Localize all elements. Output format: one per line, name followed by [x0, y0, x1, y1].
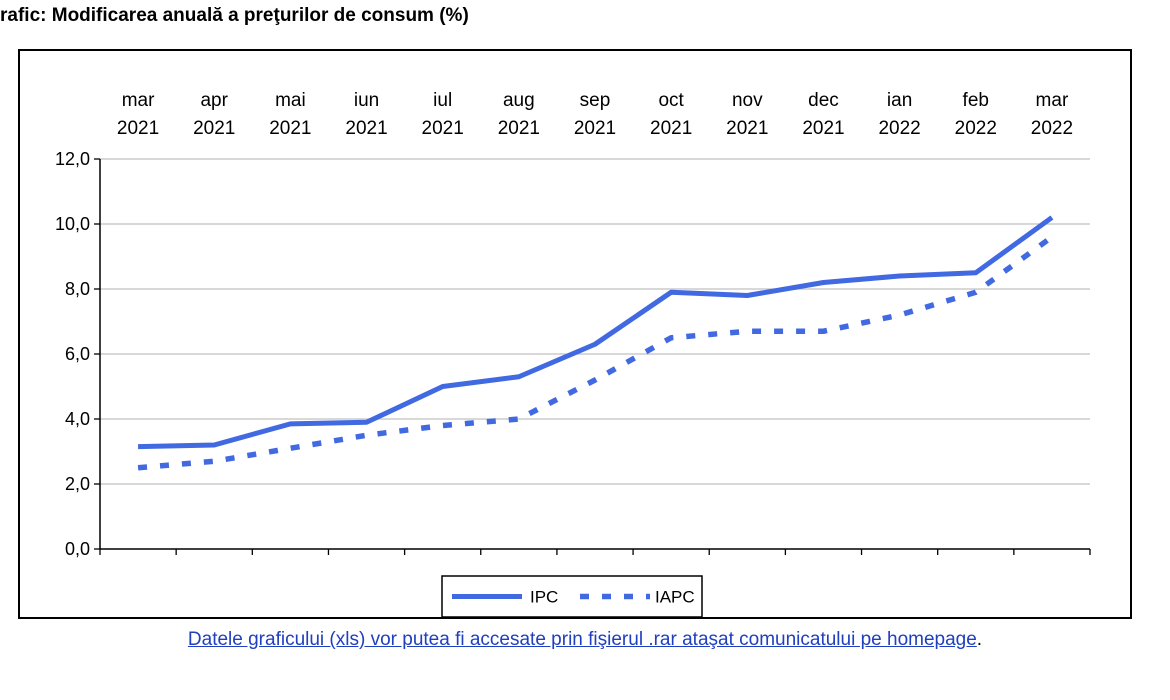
x-tick-label-month: apr	[200, 90, 228, 111]
x-tick-label-year: 2021	[726, 118, 768, 139]
x-tick-label-month: ian	[887, 90, 912, 111]
data-point-ipc	[441, 385, 445, 389]
x-tick-label-year: 2022	[955, 118, 997, 139]
data-point-ipc	[365, 420, 369, 424]
y-tick-label: 8,0	[65, 279, 90, 299]
y-tick-label: 4,0	[65, 409, 90, 429]
x-tick-label-month: feb	[963, 90, 989, 111]
data-point-iapc	[212, 459, 216, 463]
x-tick-label-year: 2021	[193, 118, 235, 139]
line-chart: 0,0 2,0 4,0 6,0 8,0 10,0 12,0 mar 2021 apr 2021 mai…	[55, 90, 1091, 617]
data-point-iapc	[136, 466, 140, 470]
footnote: Datele graficului (xls) vor putea fi acc…	[0, 629, 1170, 651]
y-tick-label: 2,0	[65, 474, 90, 494]
x-tick-label-year: 2021	[345, 118, 387, 139]
data-point-ipc	[1050, 216, 1054, 220]
y-tick-label: 0,0	[65, 539, 90, 559]
data-point-iapc	[669, 336, 673, 340]
x-tick-label-month: nov	[732, 90, 763, 111]
chart-title: rafic: Modificarea anuală a preţurilor d…	[0, 5, 469, 26]
x-tick-label-month: dec	[808, 90, 839, 111]
x-tick-label-year: 2021	[269, 118, 311, 139]
x-tick-label-month: sep	[580, 90, 611, 111]
data-point-iapc	[365, 433, 369, 437]
x-tick-label-month: mar	[122, 90, 155, 111]
data-file-link[interactable]: Datele graficului (xls) vor putea fi acc…	[187, 629, 977, 650]
x-tick-label-month: mai	[275, 90, 306, 111]
y-tick-label: 10,0	[55, 214, 90, 234]
data-point-ipc	[136, 445, 140, 449]
x-tick-label-year: 2021	[650, 118, 692, 139]
x-tick-label-year: 2021	[117, 118, 159, 139]
data-point-ipc	[288, 422, 292, 426]
data-point-iapc	[974, 290, 978, 294]
x-tick-label-year: 2022	[878, 118, 920, 139]
x-tick-label-month: iun	[354, 90, 379, 111]
data-point-ipc	[974, 271, 978, 275]
data-point-ipc	[212, 443, 216, 447]
data-point-iapc	[1050, 235, 1054, 239]
chart-frame: 0,0 2,0 4,0 6,0 8,0 10,0 12,0 mar 2021 apr 2021 mai…	[18, 49, 1132, 619]
x-tick-label-year: 2021	[574, 118, 616, 139]
x-tick-label-month: oct	[658, 90, 684, 111]
data-point-iapc	[821, 329, 825, 333]
x-tick-label-month: mar	[1036, 90, 1069, 111]
data-point-ipc	[517, 375, 521, 379]
data-point-iapc	[517, 417, 521, 421]
legend-label-iapc: IAPC	[655, 588, 695, 607]
x-tick-label-month: iul	[433, 90, 452, 111]
data-point-iapc	[593, 378, 597, 382]
data-point-ipc	[821, 281, 825, 285]
data-point-iapc	[441, 424, 445, 428]
data-point-ipc	[593, 342, 597, 346]
data-point-ipc	[669, 290, 673, 294]
x-tick-label-year: 2021	[498, 118, 540, 139]
x-tick-label-year: 2022	[1031, 118, 1073, 139]
footnote-period: .	[976, 629, 983, 650]
x-tick-label-year: 2021	[802, 118, 844, 139]
data-point-iapc	[745, 329, 749, 333]
series-line-iapc	[137, 234, 1054, 471]
x-tick-label-year: 2021	[422, 118, 464, 139]
series-line-ipc	[138, 215, 1054, 450]
legend-label-ipc: IPC	[530, 588, 558, 607]
y-tick-label: 6,0	[65, 344, 90, 364]
x-tick-label-month: aug	[503, 90, 535, 111]
data-point-iapc	[288, 446, 292, 450]
data-point-iapc	[898, 313, 902, 317]
y-tick-label: 12,0	[55, 149, 90, 169]
data-point-ipc	[898, 274, 902, 278]
data-point-ipc	[745, 294, 749, 298]
